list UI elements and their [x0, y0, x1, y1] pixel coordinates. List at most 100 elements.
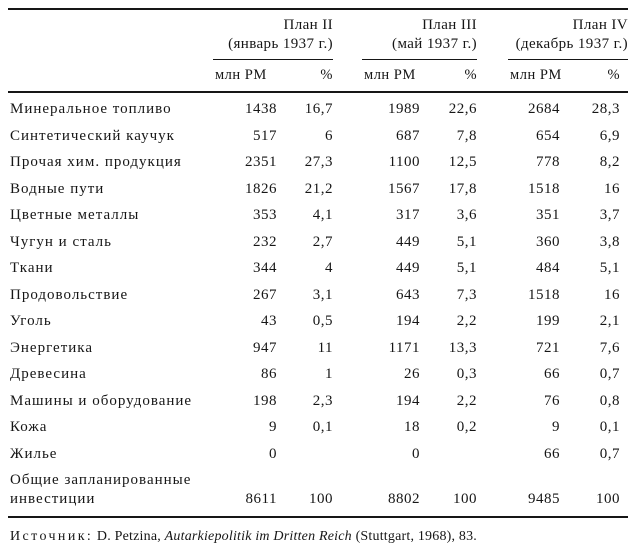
group-gap [333, 123, 362, 150]
value-cell: 199 [536, 313, 561, 329]
row-label: Цветные металлы [10, 207, 140, 223]
value-cell: 66 [544, 445, 561, 462]
group-gap [333, 176, 362, 203]
value-cell: 11 [317, 339, 334, 356]
row-label: Уголь [10, 313, 52, 329]
row-label: Синтетический каучук [10, 127, 175, 144]
value-cell [277, 441, 333, 468]
label-column-spacer [8, 9, 213, 60]
value-cell: 100 [560, 467, 629, 518]
row-label: Продовольствие [10, 286, 129, 303]
source-title: Autarkiepolitik im Dritten Reich [164, 528, 352, 544]
value-cell: 1438 [245, 101, 277, 117]
group-gap [477, 229, 508, 256]
value-cell: 9 [552, 419, 561, 435]
value-cell: 0,1 [312, 419, 334, 435]
plan2-unit-mln: млн РМ [213, 59, 277, 93]
group-gap [477, 59, 509, 93]
plan2-unit-pct: % [277, 59, 334, 93]
group-gap [477, 203, 508, 230]
value-cell: 8,2 [599, 154, 621, 170]
units-header-row: млн РМ % млн РМ % млн РМ % [8, 59, 629, 93]
value-cell: 3,7 [599, 207, 621, 223]
value-cell: 0,3 [456, 366, 478, 382]
group-gap [333, 335, 362, 362]
value-cell: 0 [412, 445, 421, 462]
value-cell: 0,1 [599, 419, 621, 435]
plan3-group-header: План III (май 1937 г.) [362, 9, 478, 60]
value-cell: 484 [536, 260, 561, 276]
row-label: Ткани [10, 260, 54, 276]
value-cell: 17,8 [448, 180, 478, 197]
value-cell: 0 [269, 445, 277, 462]
plan3-unit-mln: млн РМ [362, 59, 421, 93]
value-cell: 5,1 [599, 260, 621, 276]
group-gap [333, 229, 362, 256]
group-gap [477, 92, 508, 123]
value-cell: 1989 [388, 101, 421, 117]
value-cell: 6 [325, 127, 334, 144]
value-cell: 194 [396, 392, 421, 409]
value-cell: 16 [604, 180, 621, 197]
group-gap [333, 309, 362, 336]
value-cell: 360 [536, 233, 561, 250]
group-gap [477, 123, 508, 150]
group-gap [333, 150, 362, 177]
group-gap [333, 282, 362, 309]
group-gap [477, 441, 508, 468]
table-row: Древесина 86 1 26 0,3 66 0,7 [8, 362, 628, 389]
value-cell: 13,3 [448, 339, 478, 356]
source-label: Источник: [10, 528, 94, 544]
value-cell: 317 [396, 207, 421, 223]
value-cell: 0,2 [456, 419, 478, 435]
row-label: Энергетика [10, 339, 94, 356]
value-cell: 1518 [528, 286, 561, 303]
group-gap [333, 203, 362, 230]
value-cell: 18 [404, 419, 421, 435]
value-cell: 449 [396, 233, 421, 250]
total-row: Общие запланированные инвестиции 8611 10… [8, 467, 629, 518]
plan4-group-header: План IV (декабрь 1937 г.) [508, 9, 629, 60]
value-cell: 6,9 [599, 127, 621, 144]
value-cell [420, 441, 477, 468]
value-cell: 1567 [388, 180, 421, 197]
value-cell: 2,7 [312, 233, 334, 250]
group-gap [477, 388, 508, 415]
plan-group-header-row: План II (январь 1937 г.) План III (май 1… [8, 9, 629, 60]
value-cell: 5,1 [456, 233, 478, 250]
group-gap [333, 256, 362, 283]
value-cell: 8802 [362, 467, 421, 518]
value-cell: 12,5 [448, 154, 478, 170]
value-cell: 43 [261, 313, 277, 329]
plan2-title: План II [283, 17, 334, 33]
value-cell: 643 [396, 286, 421, 303]
value-cell: 1171 [388, 339, 421, 356]
value-cell: 351 [536, 207, 561, 223]
row-label: Машины и оборудование [10, 392, 193, 409]
row-label: Кожа [10, 419, 48, 435]
value-cell: 100 [277, 467, 334, 518]
value-cell: 100 [420, 467, 478, 518]
table-row: Прочая хим. продукция 2351 27,3 1100 12,… [8, 150, 628, 177]
table-row: Продовольствие 267 3,1 643 7,3 1518 16 [8, 282, 628, 309]
group-gap [333, 9, 362, 60]
group-gap [333, 92, 362, 123]
value-cell: 9485 [508, 467, 561, 518]
value-cell: 449 [396, 260, 421, 276]
group-gap [477, 9, 508, 60]
value-cell: 3,8 [599, 233, 621, 250]
value-cell: 16,7 [304, 101, 334, 117]
value-cell: 5,1 [456, 260, 478, 276]
table-row: Цветные металлы 353 4,1 317 3,6 351 3,7 [8, 203, 628, 230]
value-cell: 198 [253, 392, 277, 409]
plan3-subtitle: (май 1937 г.) [392, 36, 478, 52]
value-cell: 2351 [245, 154, 277, 170]
value-cell: 1518 [528, 180, 561, 197]
group-gap [477, 362, 508, 389]
total-row-label: Общие запланированные инвестиции [8, 467, 213, 518]
plan3-unit-pct: % [420, 59, 478, 93]
value-cell: 654 [536, 127, 561, 144]
value-cell: 8611 [213, 467, 277, 518]
plan2-subtitle: (январь 1937 г.) [228, 36, 334, 52]
